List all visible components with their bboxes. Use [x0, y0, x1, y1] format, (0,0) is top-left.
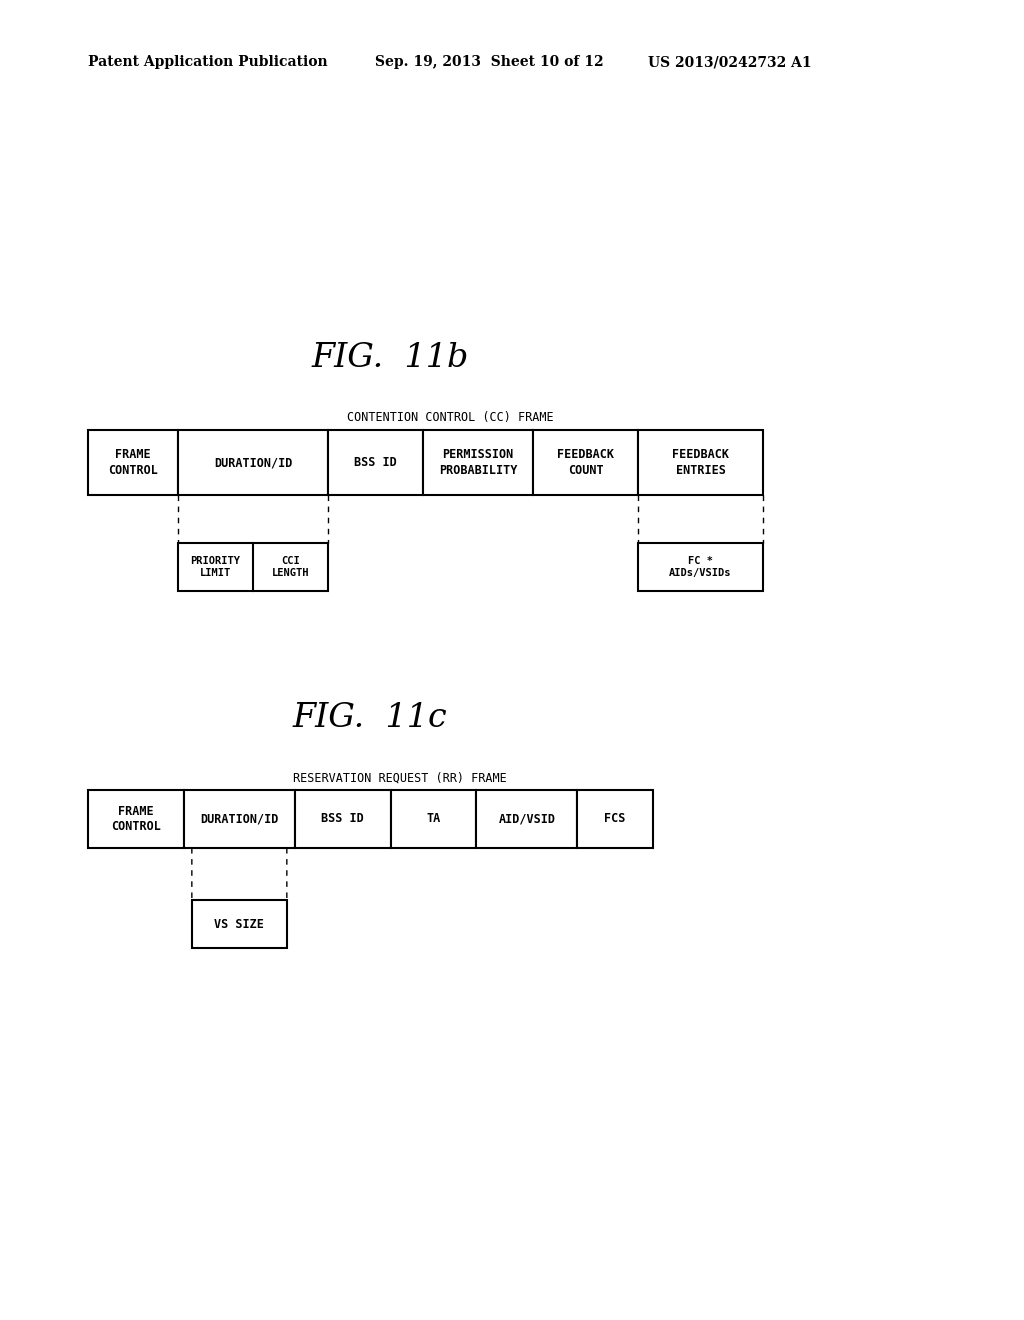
Text: PRIORITY
LIMIT: PRIORITY LIMIT: [190, 556, 241, 578]
Text: FCS: FCS: [604, 813, 626, 825]
Bar: [423, 430, 534, 495]
Text: US 2013/0242732 A1: US 2013/0242732 A1: [648, 55, 812, 69]
Text: Sep. 19, 2013  Sheet 10 of 12: Sep. 19, 2013 Sheet 10 of 12: [375, 55, 603, 69]
Text: FEEDBACK
COUNT: FEEDBACK COUNT: [557, 449, 614, 477]
Text: FRAME
CONTROL: FRAME CONTROL: [111, 805, 161, 833]
Bar: [191, 900, 287, 948]
Text: FIG.  11c: FIG. 11c: [293, 702, 447, 734]
Text: FIG.  11b: FIG. 11b: [311, 342, 469, 374]
Text: PERMISSION
PROBABILITY: PERMISSION PROBABILITY: [439, 449, 517, 477]
Text: VS SIZE: VS SIZE: [214, 917, 264, 931]
Text: FC *
AIDs/VSIDs: FC * AIDs/VSIDs: [670, 556, 732, 578]
Bar: [88, 430, 178, 495]
Bar: [328, 430, 423, 495]
Bar: [391, 789, 476, 847]
Bar: [178, 430, 328, 495]
Text: Patent Application Publication: Patent Application Publication: [88, 55, 328, 69]
Text: BSS ID: BSS ID: [322, 813, 365, 825]
Bar: [638, 430, 763, 495]
Text: CONTENTION CONTROL (CC) FRAME: CONTENTION CONTROL (CC) FRAME: [347, 412, 553, 425]
Text: RESERVATION REQUEST (RR) FRAME: RESERVATION REQUEST (RR) FRAME: [293, 771, 507, 784]
Text: TA: TA: [426, 813, 440, 825]
Text: DURATION/ID: DURATION/ID: [200, 813, 279, 825]
Bar: [178, 543, 328, 591]
Text: DURATION/ID: DURATION/ID: [214, 455, 292, 469]
Text: FRAME
CONTROL: FRAME CONTROL: [109, 449, 158, 477]
Bar: [578, 789, 653, 847]
Bar: [638, 543, 763, 591]
Bar: [295, 789, 391, 847]
Bar: [184, 789, 295, 847]
Bar: [88, 789, 184, 847]
Text: BSS ID: BSS ID: [354, 455, 397, 469]
Text: CCI
LENGTH: CCI LENGTH: [271, 556, 309, 578]
Text: AID/VSID: AID/VSID: [499, 813, 555, 825]
Bar: [534, 430, 638, 495]
Bar: [476, 789, 578, 847]
Text: FEEDBACK
ENTRIES: FEEDBACK ENTRIES: [672, 449, 729, 477]
